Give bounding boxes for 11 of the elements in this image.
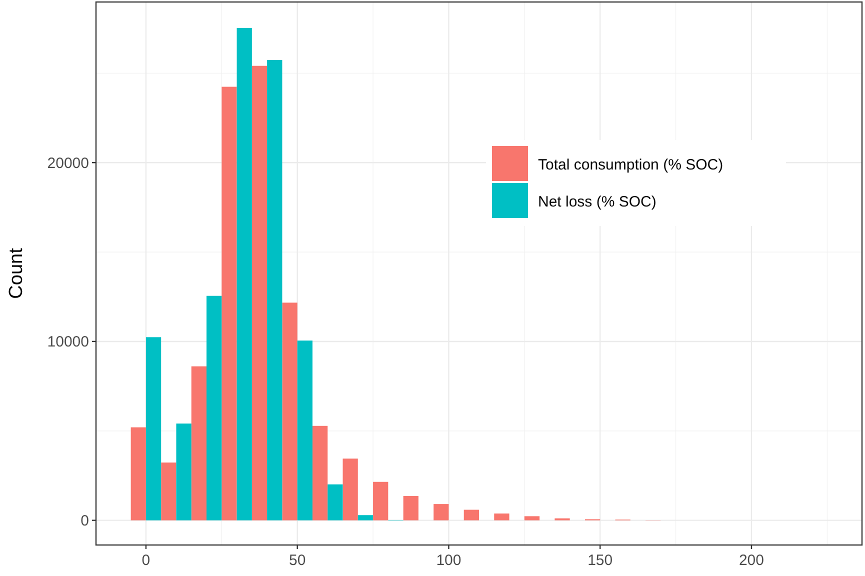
- y-tick-label: 10000: [47, 334, 89, 351]
- legend-label: Total consumption (% SOC): [538, 156, 724, 174]
- x-tick-label: 50: [288, 552, 306, 569]
- legend-label: Net loss (% SOC): [538, 193, 656, 210]
- y-tick-label: 20000: [47, 154, 89, 172]
- x-tick-label: 0: [142, 552, 150, 569]
- x-tick-label: 100: [436, 552, 462, 569]
- y-axis-title: Count: [6, 247, 27, 299]
- y-tick-label: 0: [80, 512, 89, 530]
- x-tick-label: 150: [588, 552, 613, 569]
- x-tick-label: 200: [738, 552, 764, 569]
